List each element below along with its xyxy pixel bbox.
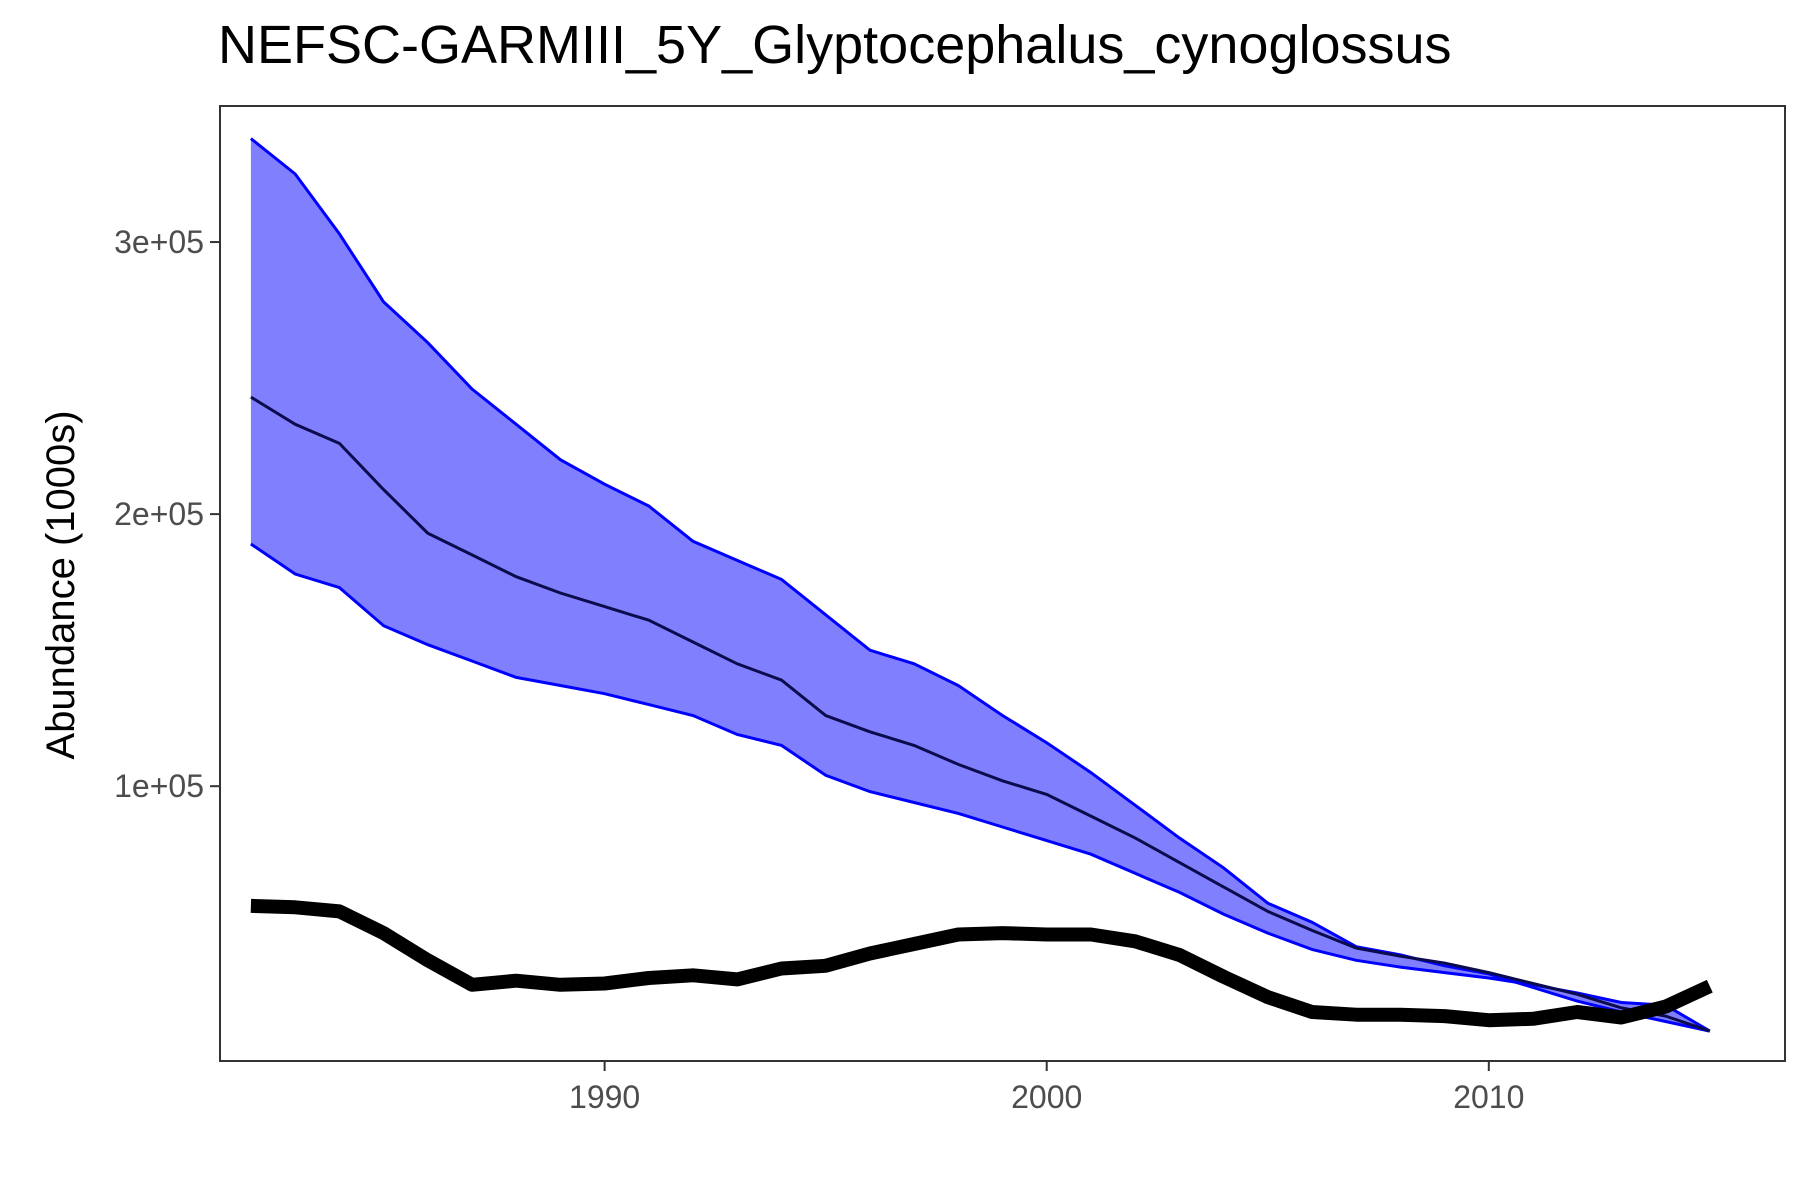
x-tick-label: 2010 xyxy=(1453,1079,1524,1115)
band-upper-line xyxy=(249,137,1711,1033)
median-line xyxy=(250,395,1711,1033)
series-lines xyxy=(249,137,1713,1033)
y-axis-title: Abundance (1000s) xyxy=(39,410,83,759)
band-area xyxy=(250,138,1710,1032)
x-tick-label: 1990 xyxy=(569,1079,640,1115)
observed-line xyxy=(250,898,1713,1028)
x-axis: 1990 2000 2010 xyxy=(569,1061,1524,1115)
panel-border xyxy=(219,105,1786,1062)
x-tick-label: 2000 xyxy=(1011,1079,1082,1115)
y-tick-label: 3e+05 xyxy=(114,224,204,260)
y-tick-label: 2e+05 xyxy=(114,496,204,532)
chart-title: NEFSC-GARMIII_5Y_Glyptocephalus_cynoglos… xyxy=(218,15,1452,75)
confidence-band xyxy=(250,138,1710,1032)
y-axis: 1e+05 2e+05 3e+05 xyxy=(114,224,220,804)
y-tick-label: 1e+05 xyxy=(114,768,204,804)
band-lower-line xyxy=(250,542,1711,1033)
